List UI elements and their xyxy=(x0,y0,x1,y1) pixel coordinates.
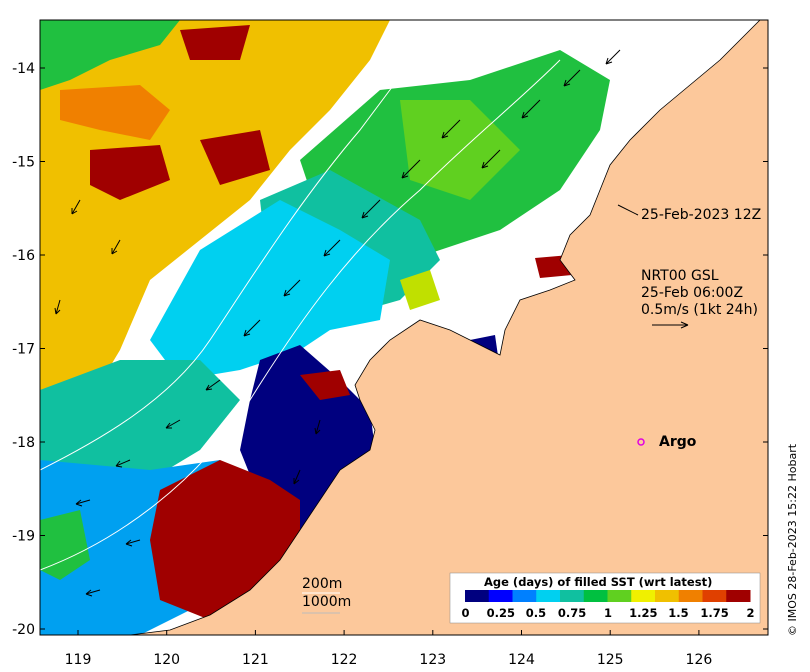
current-arrow xyxy=(401,159,421,179)
colorbar-swatches xyxy=(465,590,751,602)
colorbar-swatch xyxy=(678,590,703,602)
contour-200m-label: 200m xyxy=(302,576,343,592)
sst-patch-green-sw xyxy=(40,510,90,580)
current-arrow xyxy=(115,459,131,468)
current-scale-arrow xyxy=(652,321,689,329)
colorbar-swatch xyxy=(655,590,680,602)
lat-tick-label: -15 xyxy=(12,155,35,171)
current-arrow xyxy=(243,319,261,337)
current-arrow xyxy=(521,99,541,119)
argo-float-marker[interactable] xyxy=(637,438,645,446)
bathymetry-contours xyxy=(40,20,561,571)
colorbar-label: 1.25 xyxy=(629,606,658,620)
colorbar-swatch xyxy=(726,590,751,602)
current-product-label: NRT00 GSL xyxy=(641,268,719,284)
lon-tick-label: 121 xyxy=(242,652,269,668)
latitude-axis: -14 -15 -16 -17 -18 -19 -20 xyxy=(12,61,768,638)
lon-tick-label: 119 xyxy=(65,652,92,668)
current-arrow xyxy=(125,539,141,547)
sst-patch-red-north3 xyxy=(200,130,270,185)
lat-tick-label: -20 xyxy=(12,622,35,638)
colorbar-label: 0 xyxy=(461,606,470,620)
lon-tick-label: 123 xyxy=(419,652,446,668)
sst-patch-yellow-bay xyxy=(400,270,440,310)
colorbar-title: Age (days) of filled SST (wrt latest) xyxy=(484,575,713,589)
sst-patch-red-north xyxy=(90,145,170,200)
current-arrow xyxy=(85,589,101,597)
current-vectors xyxy=(54,49,621,597)
current-arrow xyxy=(54,299,61,315)
colorbar-swatch xyxy=(465,590,490,602)
colorbar-swatch xyxy=(560,590,585,602)
colorbar-label: 2 xyxy=(746,606,755,620)
colorbar-label: 0.75 xyxy=(557,606,587,620)
sst-age-field xyxy=(40,20,610,635)
australia-landmass xyxy=(129,20,768,635)
altimetry-time-label: 25-Feb-2023 12Z xyxy=(641,207,762,223)
colorbar-swatch xyxy=(488,590,513,602)
current-arrow xyxy=(563,69,581,87)
colorbar-label: 0.25 xyxy=(486,606,515,620)
current-arrow xyxy=(314,419,321,435)
current-arrow xyxy=(605,49,621,65)
lat-tick-label: -18 xyxy=(12,435,35,451)
current-arrow xyxy=(323,239,341,257)
current-arrow xyxy=(441,119,461,139)
sst-patch-teal-west xyxy=(40,360,240,480)
contour-200m xyxy=(40,59,561,571)
lon-tick-label: 122 xyxy=(331,652,358,668)
colorbar-label: 1.5 xyxy=(668,606,689,620)
colorbar-label: 1.75 xyxy=(700,606,729,620)
sst-patch-red-north2 xyxy=(180,25,250,60)
current-arrow xyxy=(111,239,121,255)
colorbar-label: 1 xyxy=(604,606,613,620)
sst-patch-orange-dark xyxy=(60,85,170,140)
current-arrow xyxy=(71,199,81,215)
lon-tick-label: 120 xyxy=(153,652,180,668)
colorbar-swatch xyxy=(702,590,727,602)
lat-tick-label: -19 xyxy=(12,529,35,545)
sst-patch-red-coast xyxy=(300,370,350,400)
current-arrow xyxy=(283,279,301,297)
current-time-label: 25-Feb 06:00Z xyxy=(641,285,744,301)
colorbar-swatch xyxy=(607,590,632,602)
lon-tick-label: 124 xyxy=(508,652,535,668)
lon-tick-label: 125 xyxy=(597,652,624,668)
current-arrow xyxy=(361,199,381,219)
lat-tick-label: -14 xyxy=(12,61,35,77)
argo-label: Argo xyxy=(659,434,697,450)
colorbar-label: 0.5 xyxy=(525,606,547,620)
sst-patch-green-north xyxy=(40,20,180,90)
contour-1000m-label: 1000m xyxy=(302,594,352,610)
colorbar-swatch xyxy=(512,590,537,602)
colorbar-swatch xyxy=(583,590,608,602)
colorbar-swatch xyxy=(631,590,656,602)
colorbar-swatch xyxy=(536,590,561,602)
current-arrow xyxy=(293,469,301,485)
altimetry-pointer xyxy=(617,204,639,216)
lat-tick-label: -16 xyxy=(12,248,35,264)
lon-tick-label: 126 xyxy=(686,652,713,668)
current-arrow xyxy=(205,379,221,391)
current-arrow xyxy=(165,419,181,429)
plot-frame xyxy=(39,19,769,636)
sst-patch-cyan-central xyxy=(150,200,390,380)
longitude-axis: 119 120 121 122 123 124 125 126 xyxy=(65,630,713,668)
contour-1000m xyxy=(40,20,441,471)
current-arrow xyxy=(75,499,91,507)
imos-credit: © IMOS 28-Feb-2023 15:22 Hobart xyxy=(786,443,799,636)
current-arrow xyxy=(481,149,501,169)
current-scale-label: 0.5m/s (1kt 24h) xyxy=(641,302,758,318)
lat-tick-label: -17 xyxy=(12,342,35,358)
